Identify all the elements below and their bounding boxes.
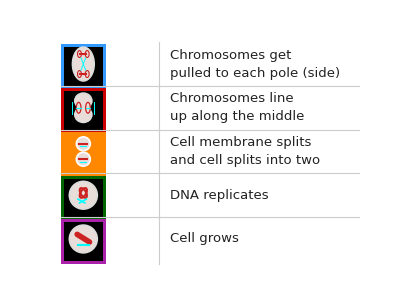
Text: Cell membrane splits
and cell splits into two: Cell membrane splits and cell splits int…	[170, 136, 320, 167]
Text: Cell grows: Cell grows	[170, 232, 239, 245]
Circle shape	[69, 182, 97, 209]
Circle shape	[76, 152, 90, 166]
Bar	[64, 178, 103, 217]
Ellipse shape	[85, 51, 89, 58]
Bar	[61, 176, 106, 220]
Ellipse shape	[72, 47, 94, 81]
Bar	[64, 91, 103, 130]
Text: Chromosomes line
up along the middle: Chromosomes line up along the middle	[170, 92, 304, 123]
Ellipse shape	[75, 93, 92, 109]
Circle shape	[69, 225, 97, 253]
Bar	[64, 135, 103, 173]
Text: DNA replicates: DNA replicates	[170, 189, 269, 202]
Bar	[61, 132, 106, 176]
Ellipse shape	[78, 70, 81, 77]
Ellipse shape	[85, 70, 89, 77]
Bar	[61, 88, 106, 133]
Ellipse shape	[75, 107, 92, 122]
Bar	[64, 222, 103, 261]
Bar	[61, 44, 106, 89]
Ellipse shape	[76, 102, 81, 113]
Ellipse shape	[78, 51, 81, 58]
Bar	[64, 47, 103, 86]
Text: Chromosomes get
pulled to each pole (side): Chromosomes get pulled to each pole (sid…	[170, 49, 340, 80]
Bar	[61, 219, 106, 264]
Ellipse shape	[86, 102, 90, 113]
Circle shape	[76, 137, 90, 151]
